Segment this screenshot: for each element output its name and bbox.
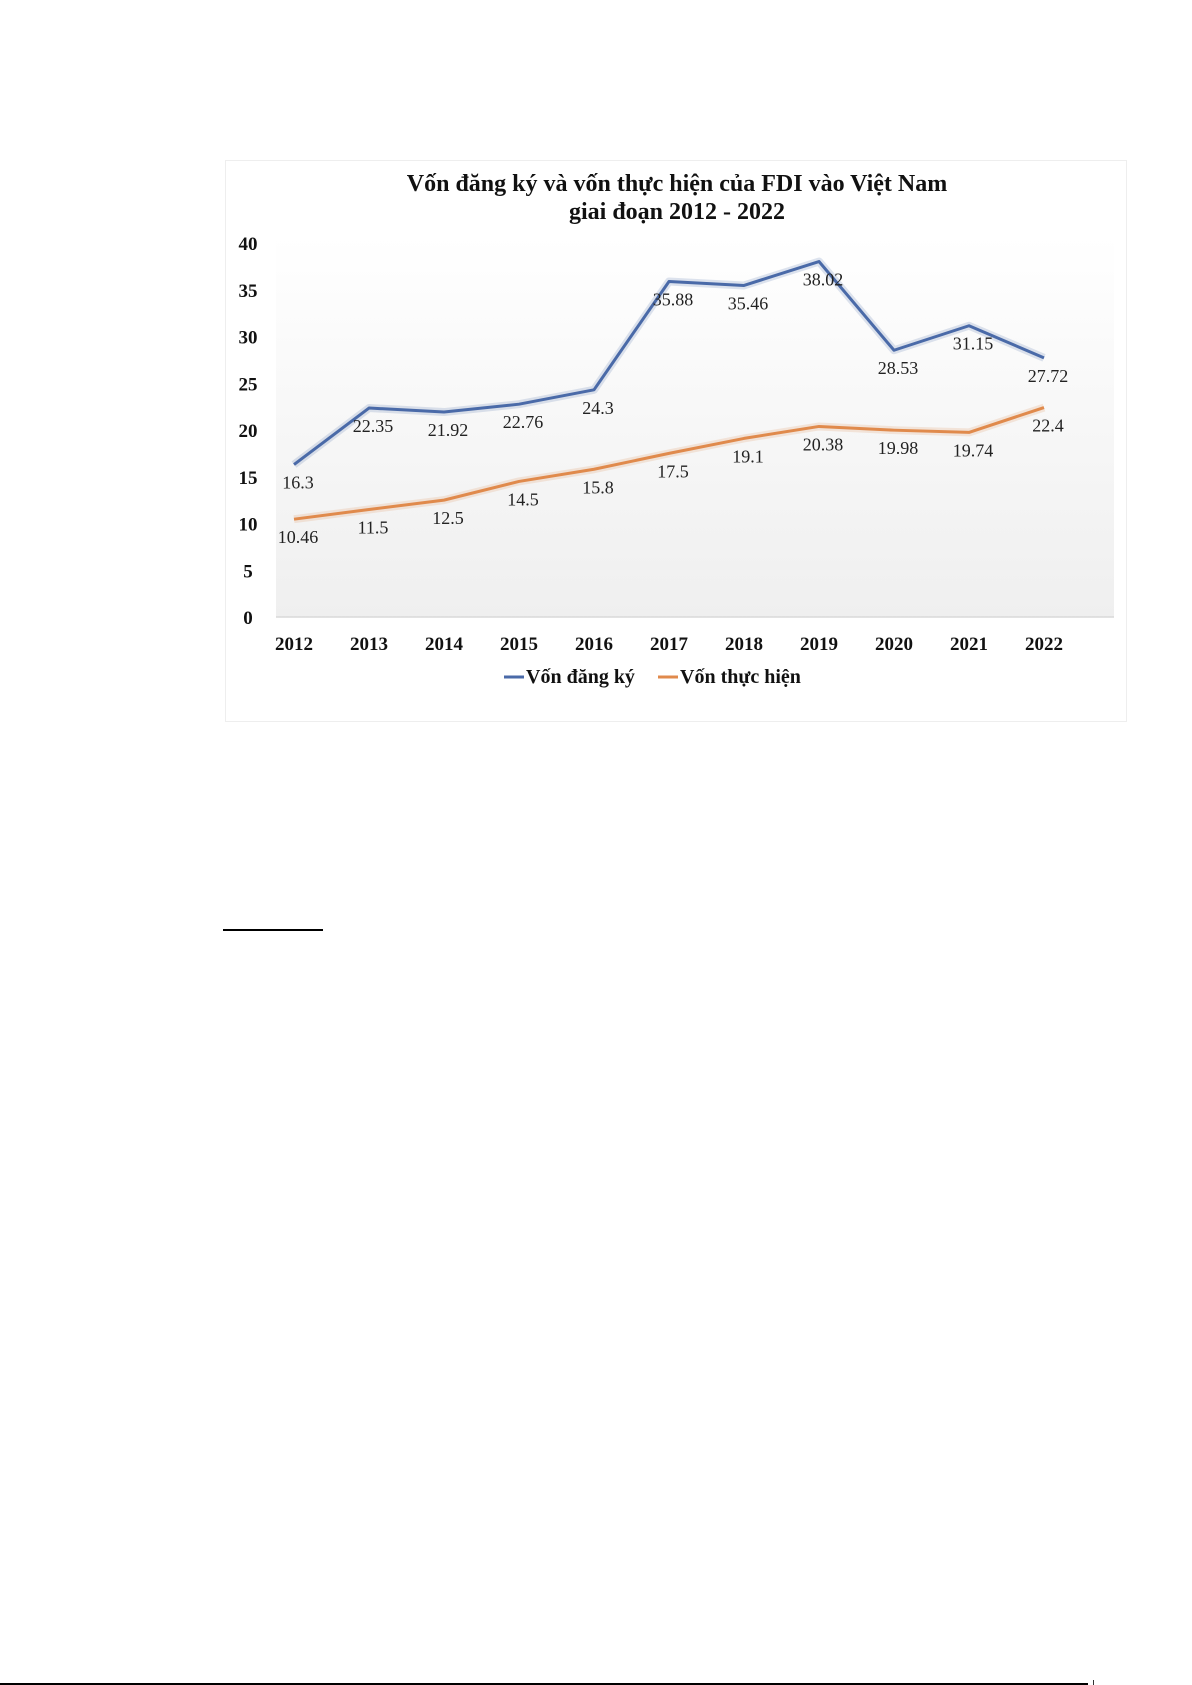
- footer-rule: [0, 1683, 1088, 1685]
- data-label: 21.92: [428, 420, 469, 440]
- data-label: 28.53: [878, 358, 919, 378]
- legend-label: Vốn đăng ký: [526, 666, 635, 688]
- y-tick-label: 10: [239, 515, 258, 536]
- data-label: 35.46: [728, 293, 769, 313]
- x-tick-label: 2016: [575, 634, 613, 655]
- y-tick-label: 20: [239, 421, 258, 442]
- line-chart: Vốn đăng ký và vốn thực hiện của FDI vào…: [239, 171, 1114, 688]
- series-line-von-thuc-hien: [293, 406, 1045, 521]
- y-tick-label: 35: [239, 281, 258, 302]
- data-label: 22.76: [503, 412, 544, 432]
- data-label: 24.3: [582, 398, 614, 418]
- data-label: 15.8: [582, 477, 614, 497]
- x-tick-label: 2014: [425, 634, 464, 655]
- data-label: 14.5: [507, 489, 539, 509]
- legend-label: Vốn thực hiện: [680, 666, 801, 688]
- chart-title: Vốn đăng ký và vốn thực hiện của FDI vào…: [407, 171, 947, 197]
- data-label: 22.35: [353, 416, 394, 436]
- y-tick-label: 15: [239, 468, 258, 489]
- data-label: 19.74: [953, 440, 994, 460]
- y-tick-label: 5: [243, 561, 253, 582]
- underline-rule: [223, 929, 323, 931]
- data-label: 12.5: [432, 508, 464, 528]
- x-tick-label: 2020: [875, 634, 913, 655]
- data-label: 35.88: [653, 290, 694, 310]
- chart-container: Vốn đăng ký và vốn thực hiện của FDI vào…: [225, 160, 1127, 722]
- data-label: 38.02: [803, 270, 844, 290]
- y-tick-label: 40: [239, 234, 258, 255]
- legend: Vốn đăng ký Vốn thực hiện: [504, 666, 801, 688]
- series-line-von-dang-ky: [293, 260, 1045, 466]
- x-tick-label: 2012: [275, 634, 313, 655]
- x-tick-label: 2013: [350, 634, 388, 655]
- x-tick-label: 2019: [800, 634, 838, 655]
- plot-area: [276, 235, 1114, 617]
- y-tick-label: 0: [243, 608, 253, 629]
- y-tick-label: 25: [239, 374, 258, 395]
- data-label: 10.46: [278, 527, 319, 547]
- y-tick-label: 30: [239, 328, 258, 349]
- chart-subtitle: giai đoạn 2012 - 2022: [569, 199, 785, 225]
- data-label: 11.5: [358, 517, 389, 537]
- data-label: 27.72: [1028, 366, 1069, 386]
- data-label: 19.98: [878, 438, 919, 458]
- data-label: 22.4: [1032, 416, 1064, 436]
- data-label: 31.15: [953, 334, 994, 354]
- x-tick-label: 2018: [725, 634, 763, 655]
- data-label: 20.38: [803, 434, 844, 454]
- data-label: 17.5: [657, 461, 689, 481]
- x-tick-label: 2021: [950, 634, 988, 655]
- footer-tick: [1093, 1680, 1094, 1685]
- data-label: 16.3: [282, 473, 314, 493]
- x-tick-label: 2015: [500, 634, 538, 655]
- x-tick-label: 2017: [650, 634, 689, 655]
- data-label: 19.1: [732, 446, 764, 466]
- x-tick-label: 2022: [1025, 634, 1063, 655]
